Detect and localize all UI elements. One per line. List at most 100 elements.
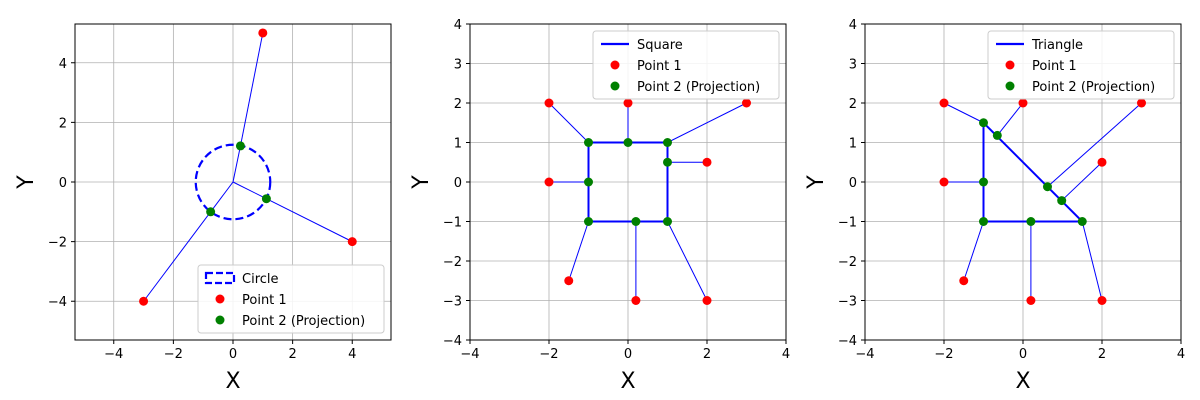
y-tick-label-2: 0 — [59, 176, 67, 191]
point1-1 — [1018, 98, 1028, 108]
x-tick-label-4: 4 — [1177, 347, 1185, 362]
legend-label-2: Point 2 (Projection) — [1032, 80, 1155, 95]
point1-4 — [1097, 157, 1107, 167]
point1-3 — [939, 177, 949, 187]
x-tick-label-3: 2 — [1098, 347, 1106, 362]
legend-label-1: Point 1 — [1032, 59, 1077, 74]
point1-5 — [959, 276, 969, 286]
subplot-3: −4 −2 0 2 4 −4 −3 −2 −1 0 1 2 3 4 X Y Triangle Point 1 Poi… — [804, 18, 1185, 394]
point2-0 — [235, 141, 245, 151]
legend-box — [987, 30, 1175, 100]
projection-line-5 — [568, 221, 589, 281]
point2-6 — [631, 217, 641, 226]
point2-1 — [261, 194, 271, 204]
y-tick-label-4: 4 — [59, 57, 67, 72]
projection-line-1 — [996, 102, 1024, 136]
point1-7 — [1097, 296, 1107, 305]
point1-2 — [139, 296, 149, 306]
point1-2 — [1137, 98, 1146, 108]
projection-line-2 — [667, 102, 747, 143]
legend-swatch-point2 — [215, 315, 225, 325]
point1-3 — [544, 177, 554, 187]
x-tick-label-0: −4 — [855, 347, 874, 362]
y-axis-label: Y — [804, 175, 829, 190]
y-tick-label-7: 3 — [849, 58, 857, 73]
point1-1 — [623, 98, 633, 108]
legend-swatch-point1 — [610, 60, 620, 70]
point1-4 — [702, 157, 712, 167]
radius-line-0 — [232, 145, 241, 183]
point1-0 — [544, 98, 554, 108]
point2-4 — [663, 157, 672, 167]
point2-2 — [206, 207, 216, 217]
y-tick-label-2: −2 — [443, 255, 462, 270]
point2-5 — [584, 217, 593, 226]
point2-4 — [1057, 196, 1067, 206]
point1-0 — [258, 28, 268, 38]
point2-0 — [584, 138, 593, 147]
x-tick-label-0: −4 — [104, 347, 123, 362]
x-tick-label-2: 0 — [624, 347, 632, 362]
legend-label-0: Square — [637, 38, 683, 53]
y-tick-label-7: 3 — [454, 58, 462, 73]
y-tick-label-5: 1 — [849, 137, 857, 152]
legend-label-1: Point 1 — [242, 293, 287, 308]
subplot-1: −4 −2 0 2 4 −4 −2 0 2 4 X Y Circle Point 1 Point 2 (Pr… — [14, 23, 392, 394]
y-tick-label-4: 0 — [454, 176, 462, 191]
point2-6 — [1026, 217, 1036, 226]
point1-6 — [1026, 296, 1036, 305]
x-tick-label-1: −2 — [539, 347, 558, 362]
x-tick-label-0: −4 — [460, 347, 479, 362]
y-tick-label-6: 2 — [849, 97, 857, 112]
x-tick-label-1: −2 — [934, 347, 953, 362]
point2-1 — [992, 130, 1002, 140]
y-tick-label-0: −4 — [48, 295, 67, 310]
point1-1 — [347, 237, 357, 247]
projection-line-2 — [143, 211, 212, 302]
y-tick-label-1: −3 — [443, 295, 462, 310]
legend-box — [197, 264, 385, 334]
y-tick-label-2: −2 — [838, 255, 857, 270]
legend-label-2: Point 2 (Projection) — [637, 80, 760, 95]
legend-box — [592, 30, 780, 100]
legend: Triangle Point 1 Point 2 (Projection) — [987, 30, 1175, 100]
y-tick-label-4: 0 — [849, 176, 857, 191]
point1-7 — [702, 296, 712, 305]
legend-swatch-point2 — [1005, 81, 1015, 91]
legend-label-0: Triangle — [1031, 38, 1083, 53]
legend-label-1: Point 1 — [637, 59, 682, 74]
radius-line-2 — [210, 181, 234, 213]
y-tick-label-8: 4 — [454, 18, 462, 33]
projection-line-0 — [239, 32, 264, 147]
point2-7 — [1077, 217, 1087, 226]
circle-shape — [194, 143, 272, 221]
legend: Square Point 1 Point 2 (Projection) — [592, 30, 780, 100]
point2-2 — [1042, 182, 1052, 192]
projection-line-5 — [963, 221, 984, 281]
x-tick-label-2: 0 — [1019, 347, 1027, 362]
legend-label-2: Point 2 (Projection) — [242, 314, 365, 329]
point2-7 — [663, 217, 672, 226]
projection-line-7 — [667, 221, 708, 301]
x-axis-label: X — [1015, 369, 1030, 394]
y-tick-label-3: −1 — [838, 216, 857, 231]
projection-line-4 — [1061, 161, 1103, 201]
x-tick-label-4: 4 — [782, 347, 790, 362]
point1-0 — [939, 98, 949, 108]
x-tick-label-3: 2 — [703, 347, 711, 362]
legend-swatch-point1 — [1005, 60, 1015, 70]
y-tick-label-0: −4 — [838, 334, 857, 349]
projection-line-1 — [266, 198, 353, 243]
point2-3 — [584, 177, 593, 187]
subplot-2: −4 −2 0 2 4 −4 −3 −2 −1 0 1 2 3 4 X Y Square Point 1 Point… — [409, 18, 790, 394]
point2-3 — [979, 177, 988, 187]
legend-label-0: Circle — [242, 272, 279, 287]
x-axis-label: X — [225, 369, 240, 394]
projection-line-2 — [1047, 102, 1142, 188]
y-tick-label-3: −1 — [443, 216, 462, 231]
point1-6 — [631, 296, 641, 305]
legend: Circle Point 1 Point 2 (Projection) — [197, 264, 385, 334]
y-tick-label-1: −2 — [48, 236, 67, 251]
y-tick-label-0: −4 — [443, 334, 462, 349]
